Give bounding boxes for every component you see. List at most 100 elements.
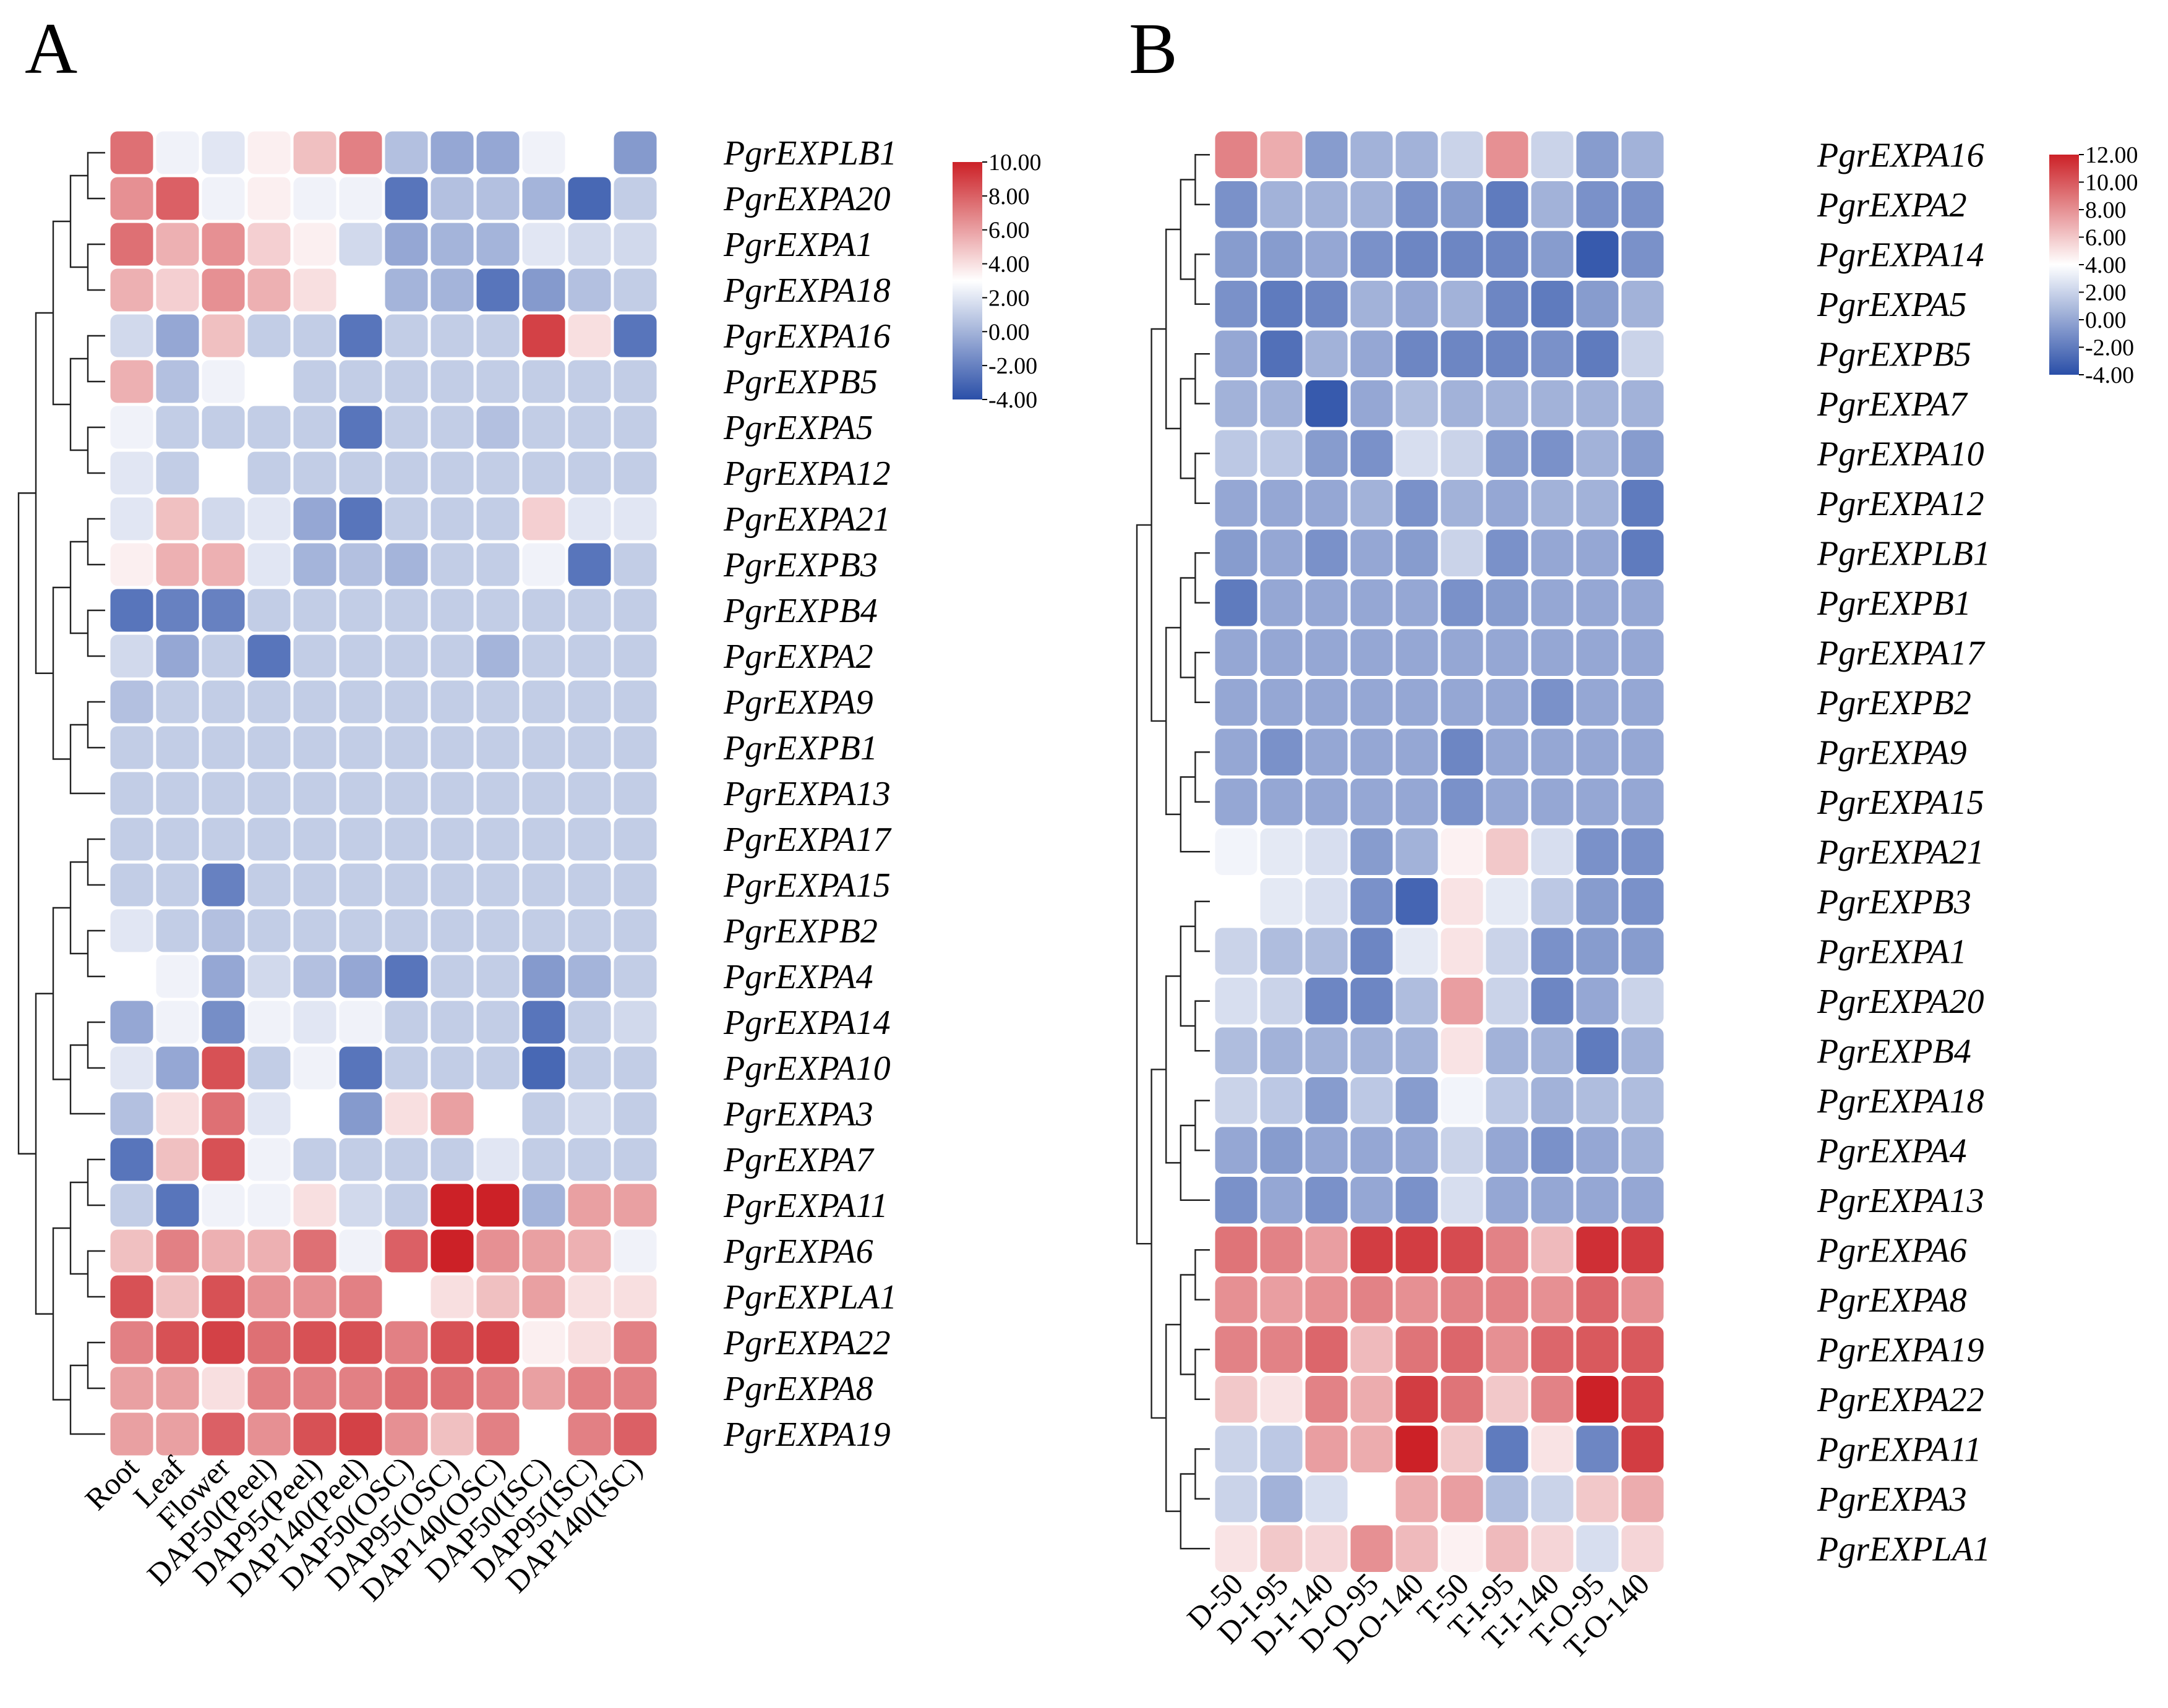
- dendrogram-branch: [1180, 1274, 1196, 1375]
- heatmap-cell: [244, 677, 294, 727]
- row-labels: PgrEXPA16 PgrEXPA2 PgrEXPA14 PgrEXPA5 PgrEXP…: [1817, 136, 1990, 1568]
- heatmap-cell: [199, 265, 248, 315]
- colorbar-tick-label: 4.00: [988, 252, 1030, 278]
- colorbar-tick-label: 0.00: [2085, 307, 2127, 333]
- dendrogram-branch: [1194, 652, 1210, 703]
- heatmap-cell: [336, 1226, 385, 1276]
- heatmap-cell: [1528, 377, 1577, 430]
- heatmap-cell: [1437, 1373, 1486, 1426]
- heatmap-cell: [565, 1409, 614, 1459]
- heatmap-cell: [1483, 278, 1532, 331]
- heatmap-cell: [290, 906, 340, 955]
- heatmap-cell: [1257, 975, 1306, 1028]
- dendrogram-branch: [69, 1044, 105, 1115]
- heatmap-cell: [244, 1364, 294, 1413]
- heatmap-cell: [382, 128, 431, 177]
- heatmap-cell: [153, 1409, 202, 1459]
- heatmap-cell: [1212, 1273, 1261, 1326]
- heatmap-cell: [336, 906, 385, 955]
- heatmap-cell: [1437, 1522, 1486, 1575]
- heatmap-cells: [107, 128, 660, 1459]
- row-label: PgrEXPLA1: [1817, 1530, 1990, 1568]
- heatmap-cell: [1392, 825, 1441, 878]
- heatmap-cell: [1528, 1422, 1577, 1475]
- heatmap-cell: [1573, 1024, 1622, 1077]
- heatmap-cell: [107, 494, 156, 544]
- heatmap-cell: [199, 1089, 248, 1138]
- heatmap-cell: [519, 174, 568, 223]
- heatmap-cell: [290, 1364, 340, 1413]
- heatmap-cell: [1347, 975, 1396, 1028]
- heatmap-cell: [336, 769, 385, 818]
- heatmap-cell: [1347, 1472, 1396, 1526]
- heatmap-cell: [1528, 1074, 1577, 1127]
- heatmap-cell: [1302, 1522, 1351, 1575]
- heatmap-cell: [1618, 1522, 1667, 1575]
- heatmap-cell: [519, 128, 568, 177]
- heatmap-cell: [611, 494, 660, 544]
- heatmap-cell: [1573, 775, 1622, 829]
- heatmap-cell: [1302, 377, 1351, 430]
- colorbar-tick-label: -2.00: [988, 353, 1037, 379]
- heatmap-cell: [611, 769, 660, 818]
- heatmap-cell: [1483, 1472, 1532, 1526]
- dendrogram-branch: [69, 357, 88, 451]
- heatmap-cell: [382, 814, 431, 864]
- heatmap-cell: [1573, 377, 1622, 430]
- heatmap-cell: [244, 586, 294, 635]
- heatmap-cell: [336, 1135, 385, 1184]
- heatmap-cell: [1437, 676, 1486, 729]
- heatmap-cell: [290, 1135, 340, 1184]
- heatmap-cell: [1437, 1472, 1486, 1526]
- heatmap-cell: [565, 265, 614, 315]
- heatmap-cell: [107, 265, 156, 315]
- heatmap-cell: [611, 952, 660, 1001]
- row-dendrogram: [17, 152, 105, 1435]
- heatmap-cell: [1257, 427, 1306, 480]
- heatmap-cell: [1437, 377, 1486, 430]
- heatmap-cell: [153, 128, 202, 177]
- heatmap-cell: [107, 952, 156, 1001]
- row-label: PgrEXPA1: [1817, 933, 1967, 971]
- heatmap-cell: [107, 1089, 156, 1138]
- heatmap-cell: [1573, 875, 1622, 928]
- heatmap-cell: [290, 1272, 340, 1322]
- dendrogram-branch: [1194, 1349, 1210, 1400]
- heatmap-cell: [427, 952, 477, 1001]
- heatmap-cell: [473, 128, 523, 177]
- row-label: PgrEXPA9: [723, 683, 873, 722]
- heatmap-cell: [1437, 626, 1486, 679]
- heatmap-cell: [519, 1135, 568, 1184]
- row-label: PgrEXPA16: [1817, 136, 1984, 174]
- heatmap-cell: [1212, 1522, 1261, 1575]
- heatmap-cell: [153, 906, 202, 955]
- heatmap-cell: [244, 311, 294, 361]
- heatmap-cell: [565, 952, 614, 1001]
- heatmap-cell: [1302, 1273, 1351, 1326]
- dendrogram-branch: [1180, 179, 1196, 280]
- heatmap-cell: [427, 311, 477, 361]
- heatmap-cell: [1618, 526, 1667, 579]
- heatmap-cell: [611, 860, 660, 910]
- heatmap-cell: [565, 723, 614, 772]
- heatmap-cell: [1528, 1223, 1577, 1276]
- heatmap-cell: [473, 403, 523, 452]
- heatmap-cell: [1483, 1422, 1532, 1475]
- heatmap-cell: [1212, 1472, 1261, 1526]
- heatmap-cell: [382, 1089, 431, 1138]
- heatmap-cell: [427, 403, 477, 452]
- heatmap-cell: [1528, 975, 1577, 1028]
- heatmap-cell: [1437, 775, 1486, 829]
- heatmap-cell: [519, 723, 568, 772]
- heatmap-cell: [199, 174, 248, 223]
- heatmap-cell: [1573, 1273, 1622, 1326]
- heatmap-cell: [1618, 1323, 1667, 1376]
- row-label: PgrEXPB3: [723, 546, 878, 584]
- heatmap-cell: [244, 997, 294, 1047]
- heatmap-cell: [1618, 775, 1667, 829]
- heatmap-cell: [611, 1135, 660, 1184]
- heatmap-cell: [1257, 1472, 1306, 1526]
- heatmap-cell: [565, 906, 614, 955]
- heatmap-cell: [1392, 1373, 1441, 1426]
- row-label: PgrEXPA11: [723, 1187, 888, 1225]
